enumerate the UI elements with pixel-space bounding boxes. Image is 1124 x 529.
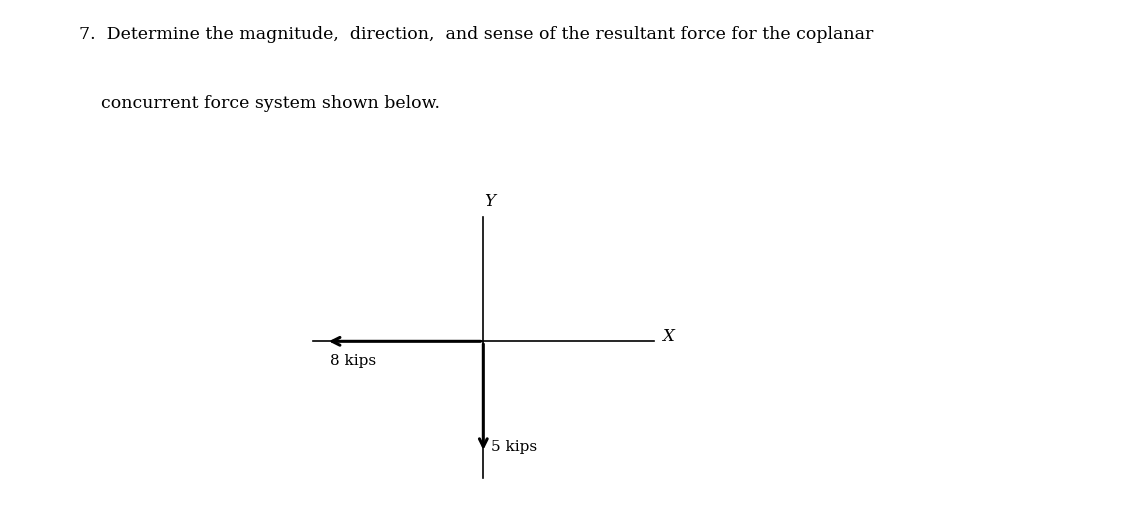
Text: 7.  Determine the magnitude,  direction,  and sense of the resultant force for t: 7. Determine the magnitude, direction, a… bbox=[79, 26, 873, 43]
Text: Y: Y bbox=[484, 193, 496, 210]
Text: 8 kips: 8 kips bbox=[330, 354, 377, 368]
Text: concurrent force system shown below.: concurrent force system shown below. bbox=[79, 95, 439, 112]
Text: 5 kips: 5 kips bbox=[491, 440, 537, 454]
Text: X: X bbox=[662, 327, 673, 344]
